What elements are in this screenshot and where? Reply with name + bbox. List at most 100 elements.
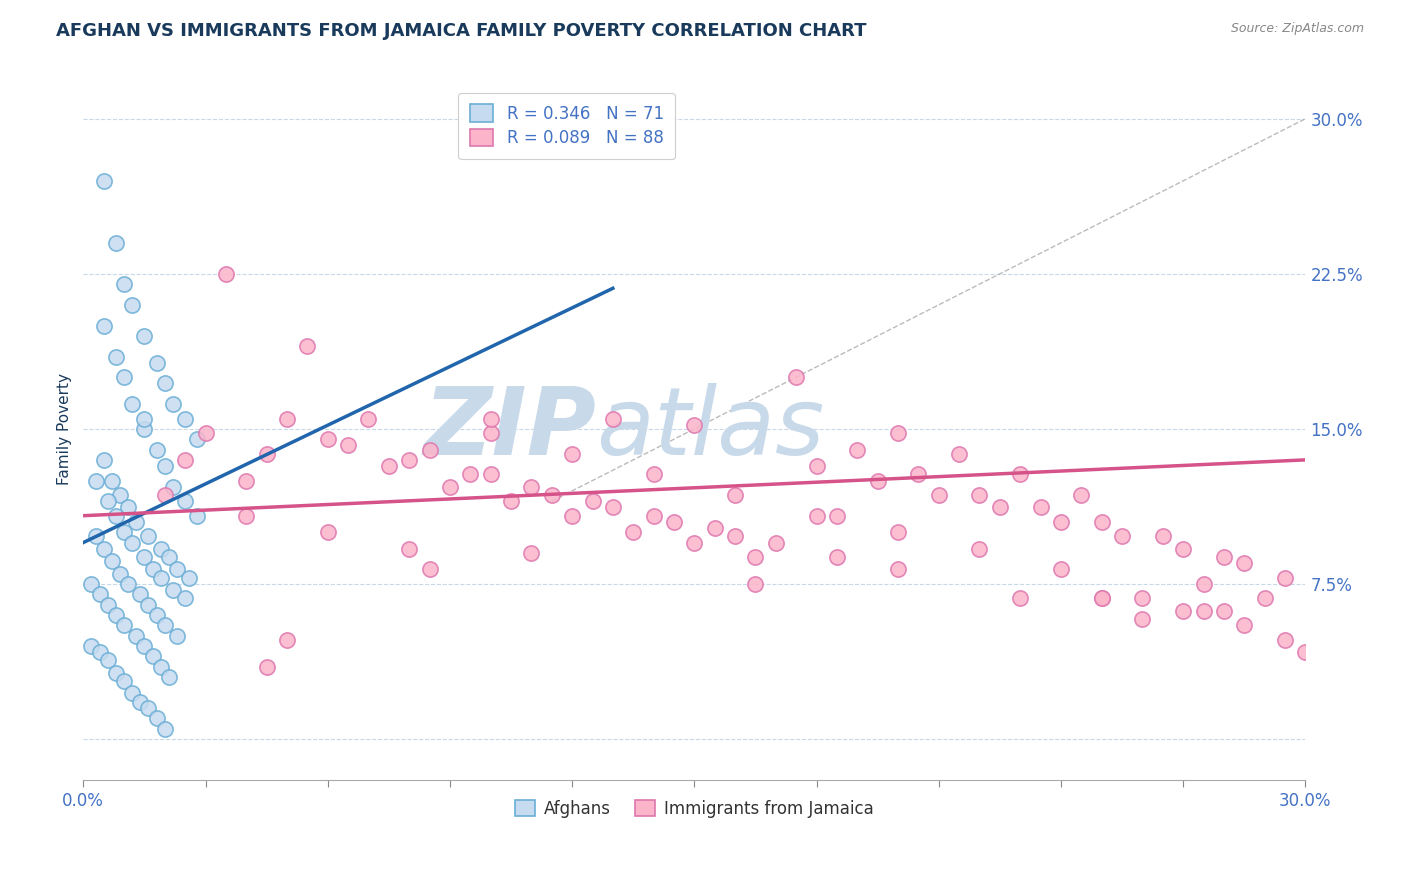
Point [215,267,238,281]
Point [297,339,319,353]
Point [948,447,970,461]
Point [683,417,706,432]
Point [89,645,111,659]
Point [112,525,135,540]
Point [134,639,156,653]
Point [1192,577,1215,591]
Point [129,587,152,601]
Point [153,618,176,632]
Point [141,649,163,664]
Point [149,571,172,585]
Point [643,467,665,482]
Point [1212,549,1234,564]
Point [1132,612,1154,626]
Point [581,494,603,508]
Point [887,525,910,540]
Point [683,535,706,549]
Point [174,591,197,606]
Point [1253,591,1275,606]
Point [806,508,828,523]
Point [1070,488,1092,502]
Point [157,549,180,564]
Point [1010,591,1032,606]
Point [93,541,115,556]
Point [108,488,131,502]
Point [174,494,197,508]
Point [887,425,910,440]
Point [602,411,624,425]
Point [125,629,148,643]
Point [1091,591,1114,606]
Point [153,376,176,391]
Point [101,474,124,488]
Point [458,467,481,482]
Point [561,447,583,461]
Point [744,577,766,591]
Point [174,411,197,425]
Point [1274,632,1296,647]
Point [643,508,665,523]
Point [162,583,184,598]
Point [121,298,143,312]
Point [846,442,869,457]
Point [166,629,188,643]
Point [97,494,120,508]
Point [145,607,167,622]
Text: AFGHAN VS IMMIGRANTS FROM JAMAICA FAMILY POVERTY CORRELATION CHART: AFGHAN VS IMMIGRANTS FROM JAMAICA FAMILY… [56,22,866,40]
Point [398,541,420,556]
Point [419,562,441,576]
Point [621,525,644,540]
Point [703,521,725,535]
Point [1132,591,1154,606]
Point [419,442,441,457]
Point [1091,591,1114,606]
Point [378,459,401,474]
Point [162,397,184,411]
Point [97,598,120,612]
Point [1111,529,1133,543]
Point [276,632,298,647]
Point [186,432,208,446]
Point [499,494,522,508]
Point [121,535,143,549]
Point [134,422,156,436]
Text: atlas: atlas [596,384,825,475]
Point [540,488,562,502]
Point [141,562,163,576]
Point [1010,467,1032,482]
Point [153,459,176,474]
Point [1173,604,1195,618]
Point [806,459,828,474]
Point [479,467,502,482]
Point [121,686,143,700]
Point [149,659,172,673]
Point [825,508,848,523]
Point [1274,571,1296,585]
Point [112,618,135,632]
Point [825,549,848,564]
Point [479,425,502,440]
Point [602,500,624,515]
Point [104,508,127,523]
Point [104,665,127,680]
Point [235,508,257,523]
Point [145,356,167,370]
Point [138,598,160,612]
Point [84,529,107,543]
Point [866,474,889,488]
Point [969,541,991,556]
Point [125,515,148,529]
Point [256,447,278,461]
Point [316,525,339,540]
Point [479,411,502,425]
Point [1091,515,1114,529]
Point [112,277,135,292]
Point [101,554,124,568]
Point [928,488,950,502]
Point [969,488,991,502]
Point [337,438,360,452]
Point [80,639,103,653]
Point [80,577,103,591]
Point [97,653,120,667]
Point [235,474,257,488]
